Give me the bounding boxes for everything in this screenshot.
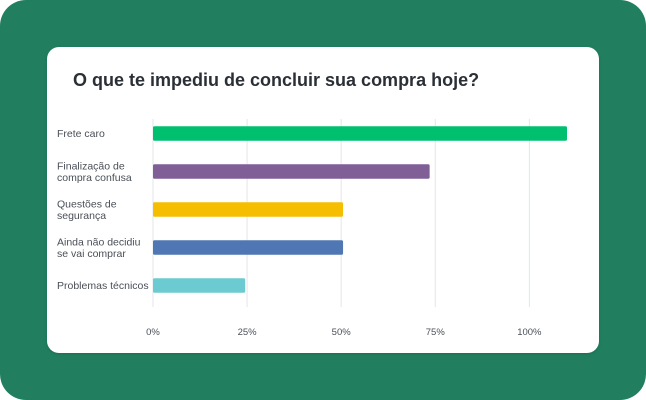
x-tick-label: 50% <box>332 327 352 338</box>
x-tick-label: 0% <box>146 327 160 338</box>
category-label: Finalização de <box>57 160 125 172</box>
chart-card: O que te impediu de concluir sua compra … <box>47 47 599 353</box>
category-label: compra confusa <box>57 172 132 184</box>
x-tick-label: 100% <box>517 327 542 338</box>
x-tick-label: 25% <box>238 327 258 338</box>
bar <box>153 278 246 293</box>
category-label: Questões de <box>57 198 117 210</box>
bar <box>153 240 344 255</box>
bar <box>153 126 567 141</box>
category-label: Frete caro <box>57 128 105 140</box>
bar <box>153 164 430 179</box>
category-label: Problemas técnicos <box>57 280 149 292</box>
bar <box>153 202 344 217</box>
category-label: segurança <box>57 210 106 222</box>
category-label: se vai comprar <box>57 248 126 260</box>
bar-chart: 0% 25% 50% 75% 100% Frete caro Finalização dec… <box>57 119 567 338</box>
category-label: Ainda não decidiu <box>57 236 141 248</box>
x-tick-label: 75% <box>426 327 446 338</box>
chart-title: O que te impediu de concluir sua compra … <box>73 70 480 90</box>
